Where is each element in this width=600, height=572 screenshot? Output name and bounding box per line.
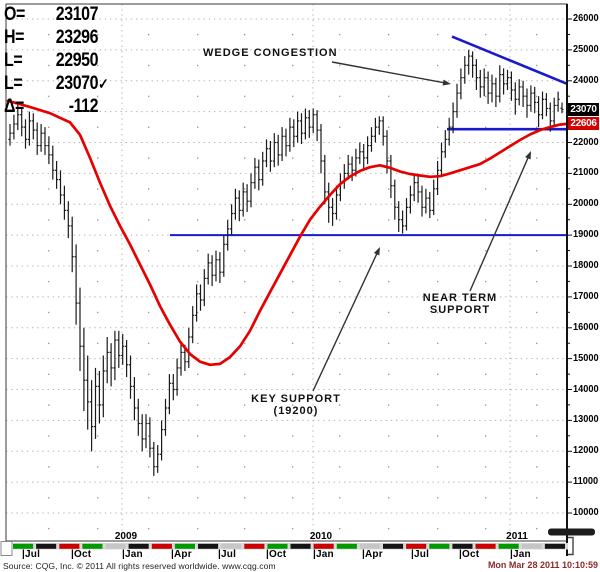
month-label-jan: |Jan: [313, 549, 334, 560]
net-change-label: Δ=: [4, 95, 24, 117]
high-label: H=: [4, 26, 25, 48]
scroll-handle-left: [0, 541, 13, 556]
price-axis-label: 24000: [573, 75, 599, 86]
low-row: L= 22950: [4, 49, 112, 72]
year-label-2010: 2010: [309, 531, 333, 542]
wedge-congestion-annotation: WEDGE CONGESTION: [203, 47, 338, 59]
bar-condition-segment: [475, 543, 496, 549]
bar-condition-segment: [13, 543, 34, 549]
year-label-2011: 2011: [506, 531, 528, 542]
scrollbar-thumb: [548, 528, 595, 536]
price-axis-label: 14000: [573, 384, 599, 395]
price-axis-label: 17000: [573, 291, 599, 302]
net-change-row: Δ= -112: [4, 95, 112, 118]
bar-condition-segment: [544, 543, 565, 549]
month-label-apr: |Apr: [362, 549, 383, 560]
year-label-2009: 2009: [114, 531, 138, 542]
month-label-oct: |Oct: [71, 549, 92, 560]
month-label-oct: |Oct: [266, 549, 287, 560]
wedge-arrow: [331, 61, 448, 84]
bar-condition-segment: [383, 543, 404, 549]
ohlc-bars: [8, 49, 564, 476]
near-term-support-annotation: NEAR TERM SUPPORT: [422, 292, 498, 316]
bar-condition-segment: [128, 543, 149, 549]
month-label-jan: |Jan: [510, 549, 531, 560]
bar-condition-segment: [82, 543, 103, 549]
axis-corner-bracket: [568, 536, 574, 556]
high-value: 23296: [55, 26, 99, 48]
near-term-arrow-head: [525, 151, 531, 160]
low-value: 22950: [55, 49, 99, 71]
source-credit: Source: CQG, Inc. © 2011 All rights rese…: [3, 561, 276, 571]
net-change-value: -112: [68, 95, 99, 117]
bar-condition-segment: [336, 543, 357, 549]
bar-condition-segment: [290, 543, 311, 549]
bar-condition-segment: [151, 543, 172, 549]
bar-condition-segment: [452, 543, 473, 549]
price-axis-label: 25000: [573, 44, 599, 55]
bar-condition-segment: [521, 543, 542, 549]
bar-condition-segment: [105, 543, 126, 549]
bar-condition-segment: [267, 543, 288, 549]
price-axis-label: 21000: [573, 167, 599, 178]
high-row: H= 23296: [4, 26, 112, 49]
bar-condition-segment: [36, 543, 57, 549]
last-price-box: 23070: [568, 103, 599, 116]
ma-line: [6, 99, 569, 367]
wedge-upper-trendline: [451, 35, 568, 86]
month-label-jul: |Jul: [218, 549, 237, 560]
price-axis-label: 13000: [573, 414, 599, 425]
price-axis-label: 12000: [573, 445, 599, 456]
month-label-oct: |Oct: [459, 549, 480, 560]
key-support-arrow-head: [373, 247, 380, 256]
last-label: L=: [4, 72, 23, 94]
month-label-apr: |Apr: [171, 549, 192, 560]
price-axis-label: 19000: [573, 229, 599, 240]
key-support-arrow: [312, 250, 379, 392]
last-value: 23070: [55, 72, 99, 94]
open-row: O= 23107: [4, 3, 112, 26]
month-label-jul: |Jul: [411, 549, 430, 560]
ohlc-info-panel: O= 23107 H= 23296 L= 22950 L= 23070 ✓ Δ=…: [4, 3, 132, 118]
low-label: L=: [4, 49, 23, 71]
bar-condition-segment: [498, 543, 519, 549]
price-axis-label: 10000: [573, 507, 599, 518]
price-axis-label: 22000: [573, 137, 599, 148]
price-axis-label: 16000: [573, 322, 599, 333]
open-label: O=: [4, 3, 25, 25]
near-term-arrow: [469, 154, 531, 292]
last-check-icon: ✓: [98, 75, 109, 93]
price-axis-label: 11000: [573, 476, 599, 487]
last-row: L= 23070 ✓: [4, 72, 112, 95]
bar-condition-segment: [406, 543, 427, 549]
ma-price-box: 22606: [568, 117, 599, 130]
timestamp: Mon Mar 28 2011 10:10:59: [487, 560, 598, 570]
open-value: 23107: [55, 3, 99, 25]
bar-condition-segment: [221, 543, 242, 549]
month-label-jul: |Jul: [22, 549, 41, 560]
bar-condition-segment: [429, 543, 450, 549]
price-axis-label: 26000: [573, 13, 599, 24]
bar-condition-segment: [244, 543, 265, 549]
month-label-jan: |Jan: [122, 549, 143, 560]
bar-condition-segment: [198, 543, 219, 549]
price-axis-label: 18000: [573, 260, 599, 271]
bar-condition-segment: [59, 543, 80, 549]
bar-condition-segment: [174, 543, 195, 549]
bar-condition-segment: [313, 543, 334, 549]
price-axis-label: 15000: [573, 353, 599, 364]
price-axis-label: 20000: [573, 198, 599, 209]
key-support-annotation: KEY SUPPORT (19200): [251, 393, 341, 417]
wedge-arrow-head: [442, 79, 451, 86]
bar-condition-segment: [359, 543, 380, 549]
